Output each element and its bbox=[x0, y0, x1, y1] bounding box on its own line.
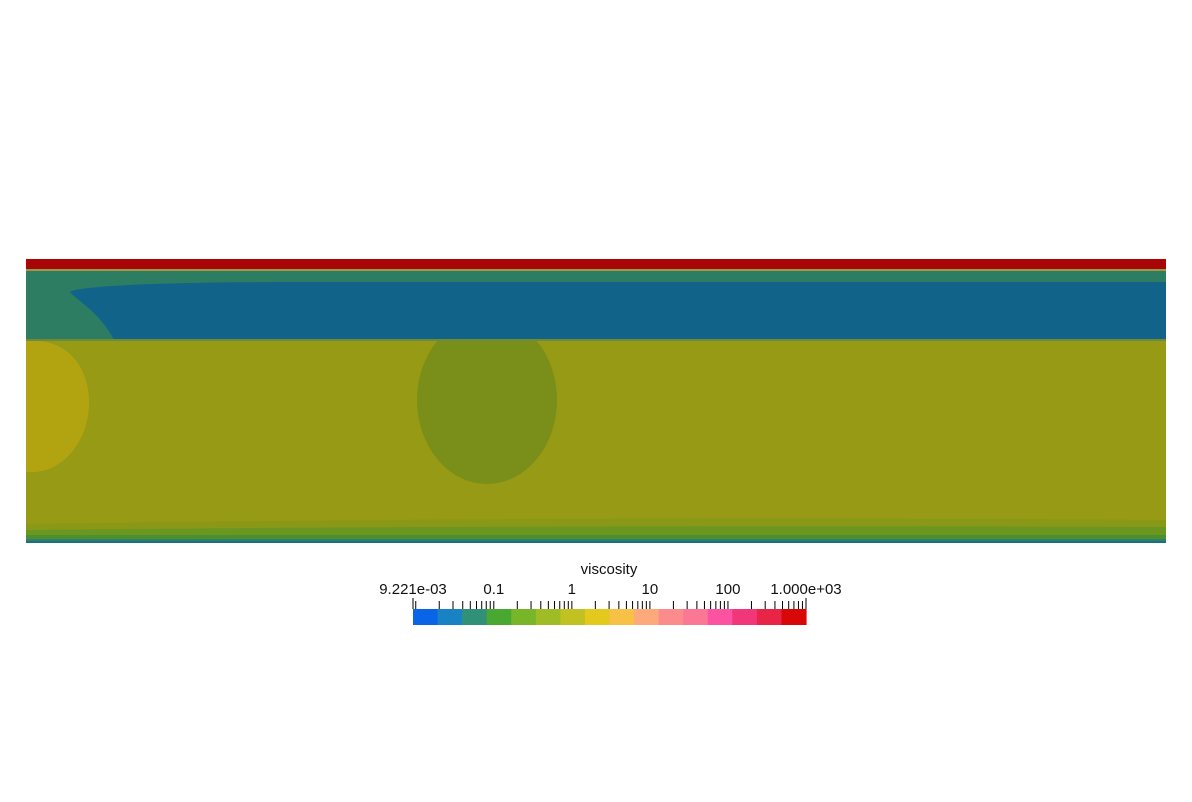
colorbar: viscosity 9.221e-03 1.000e+03 0.1 1 10 100 bbox=[379, 561, 842, 625]
colorbar-bin bbox=[535, 609, 561, 625]
colorbar-bin bbox=[756, 609, 783, 625]
colorbar-bin bbox=[486, 609, 512, 625]
colorbar-title: viscosity bbox=[581, 561, 638, 578]
colorbar-bin bbox=[462, 609, 488, 625]
colorbar-bin bbox=[683, 609, 709, 625]
low-viscosity-lens bbox=[70, 282, 1166, 340]
colorbar-bin bbox=[437, 609, 463, 625]
colorbar-bin bbox=[707, 609, 733, 625]
colorbar-labels: 9.221e-03 1.000e+03 0.1 1 10 100 bbox=[379, 581, 841, 598]
colorbar-bin bbox=[609, 609, 635, 625]
left-warm-blob bbox=[26, 341, 90, 472]
model-domain bbox=[26, 259, 1166, 543]
colorbar-tick-label: 0.1 bbox=[483, 581, 504, 598]
colorbar-tick-label: 1 bbox=[568, 581, 576, 598]
colorbar-bin bbox=[560, 609, 586, 625]
colorbar-tick-label: 10 bbox=[642, 581, 659, 598]
layer-interface-line-overlay bbox=[26, 339, 1166, 341]
colorbar-bins bbox=[413, 609, 807, 625]
colorbar-bin bbox=[781, 609, 807, 625]
colorbar-tick-label: 100 bbox=[715, 581, 740, 598]
colorbar-bin bbox=[732, 609, 758, 625]
bottom-edge-line bbox=[26, 541, 1166, 543]
colorbar-ticks bbox=[412, 598, 807, 609]
top-boundary-layer bbox=[26, 259, 1166, 270]
central-green-blob-top-clip bbox=[410, 313, 570, 341]
colorbar-bin bbox=[658, 609, 684, 625]
central-green-blob bbox=[417, 316, 557, 484]
colorbar-max-label: 1.000e+03 bbox=[770, 581, 841, 598]
colorbar-bin bbox=[511, 609, 537, 625]
colorbar-min-label: 9.221e-03 bbox=[379, 581, 447, 598]
colorbar-bin bbox=[634, 609, 660, 625]
top-transition-line bbox=[26, 269, 1166, 271]
colorbar-bin bbox=[584, 609, 611, 625]
colorbar-bin bbox=[413, 609, 439, 625]
